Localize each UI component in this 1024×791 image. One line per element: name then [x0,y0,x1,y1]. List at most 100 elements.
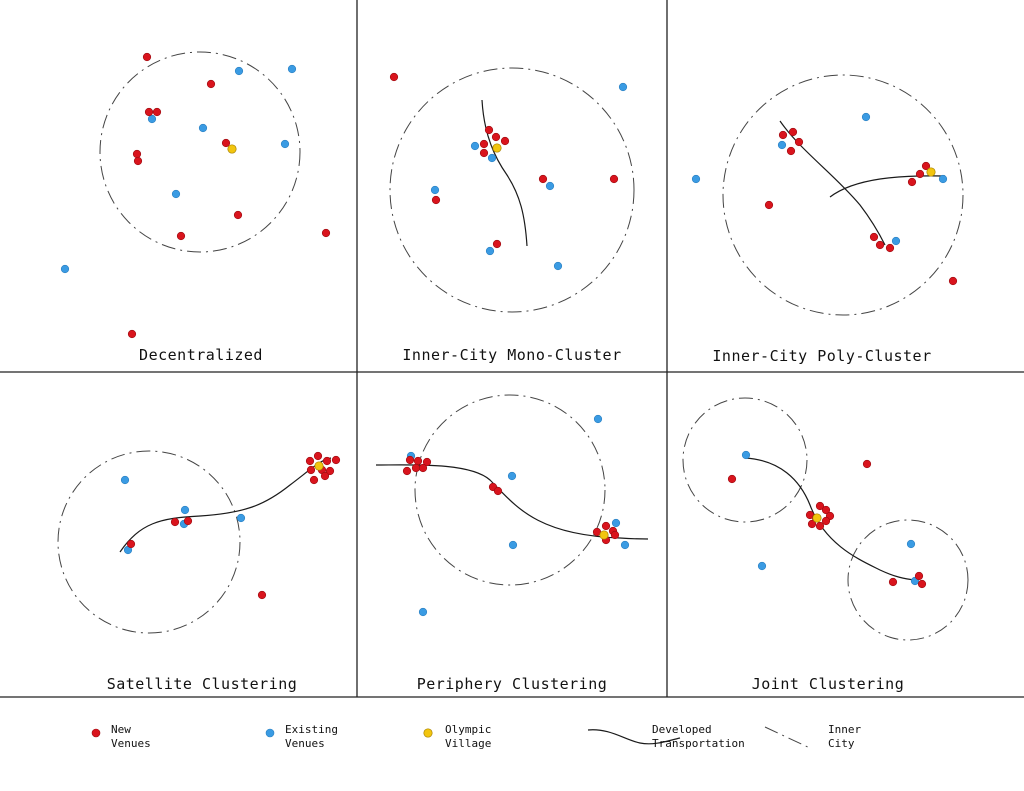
inner-city-ring [57,450,241,634]
existing-venue-marker [147,114,157,124]
panel-title-satellite-clustering: Satellite Clustering [106,675,298,693]
new-venue-marker [493,486,503,496]
new-venue-marker [305,456,315,466]
legend-label-inner-city: Inner City [828,723,862,750]
existing-venue-marker [487,153,497,163]
inner-city-ring [682,397,808,523]
existing-venue-marker [280,139,290,149]
existing-venue-marker [618,82,628,92]
transportation-line [481,99,528,247]
existing-venue-marker [891,236,901,246]
new-venue-marker [727,474,737,484]
new-venue-marker [431,195,441,205]
new-venue-marker [794,137,804,147]
new-venue-marker [492,239,502,249]
new-venue-marker [888,577,898,587]
new-venue-marker [206,79,216,89]
existing-venue-marker [545,181,555,191]
new-venue-marker [601,521,611,531]
legend-new-venue-swatch [91,728,101,738]
new-venue-marker [144,107,154,117]
new-venue-marker [815,521,825,531]
new-venue-marker [306,465,316,475]
transportation-line [829,175,946,198]
new-venue-marker [126,539,136,549]
new-venue-marker [610,530,620,540]
panels-layer [57,51,969,641]
olympic-village-marker [314,461,324,471]
new-venue-marker [500,136,510,146]
existing-venue-marker [418,607,428,617]
panel-1 [389,67,635,313]
olympic-village-marker [227,144,237,154]
olympic-village-marker [812,513,822,523]
new-venue-marker [331,455,341,465]
inner-city-ring [389,67,635,313]
existing-venue-marker [777,140,787,150]
new-venue-marker [948,276,958,286]
new-venue-marker [257,590,267,600]
panel-title-periphery-clustering: Periphery Clustering [416,675,608,693]
existing-venue-marker [120,475,130,485]
inner-city-ring [722,74,964,316]
existing-venue-marker [234,66,244,76]
existing-venue-marker [485,246,495,256]
existing-venue-marker [198,123,208,133]
olympic-village-marker [492,143,502,153]
new-venue-marker [479,148,489,158]
new-venue-marker [142,52,152,62]
inner-city-ring [414,394,606,586]
panel-0 [60,51,331,339]
existing-venue-marker [180,505,190,515]
new-venue-marker [484,125,494,135]
new-venue-marker [786,146,796,156]
new-venue-marker [917,579,927,589]
new-venue-marker [538,174,548,184]
legend-label-new-venues: New Venues [111,723,151,750]
new-venue-marker [133,156,143,166]
legend-label-existing-venues: Existing Venues [285,723,338,750]
legend-label-olympic-village: Olympic Village [445,723,492,750]
new-venue-marker [127,329,137,339]
existing-venue-marker [938,174,948,184]
existing-venue-marker [60,264,70,274]
panel-2 [691,74,964,316]
new-venue-marker [609,174,619,184]
new-venue-marker [405,455,415,465]
existing-venue-marker [691,174,701,184]
existing-venue-marker [236,513,246,523]
new-venue-marker [921,161,931,171]
new-venue-marker [479,139,489,149]
new-venue-marker [313,451,323,461]
new-venue-marker [907,177,917,187]
new-venue-marker [764,200,774,210]
new-venue-marker [788,127,798,137]
legend-layer [91,726,813,750]
new-venue-marker [221,138,231,148]
existing-venue-marker [611,518,621,528]
new-venue-marker [152,107,162,117]
new-venue-marker [413,456,423,466]
new-venue-marker [915,169,925,179]
new-venue-marker [885,243,895,253]
new-venue-marker [821,505,831,515]
panel-title-inner-city-poly-cluster: Inner-City Poly-Cluster [712,347,932,365]
inner-city-ring [847,519,969,641]
panel-3 [57,450,341,634]
legend-olympic-village-swatch [423,728,433,738]
new-venue-marker [183,516,193,526]
existing-venue-marker [508,540,518,550]
new-venue-marker [176,231,186,241]
new-venue-marker [402,466,412,476]
new-venue-marker [815,501,825,511]
legend-transportation-swatch [587,729,681,745]
existing-venue-marker [620,540,630,550]
new-venue-marker [807,519,817,529]
existing-venue-marker [906,539,916,549]
existing-venue-marker [430,185,440,195]
existing-venue-marker [287,64,297,74]
new-venue-marker [233,210,243,220]
new-venue-marker [170,517,180,527]
transportation-line [375,464,649,540]
